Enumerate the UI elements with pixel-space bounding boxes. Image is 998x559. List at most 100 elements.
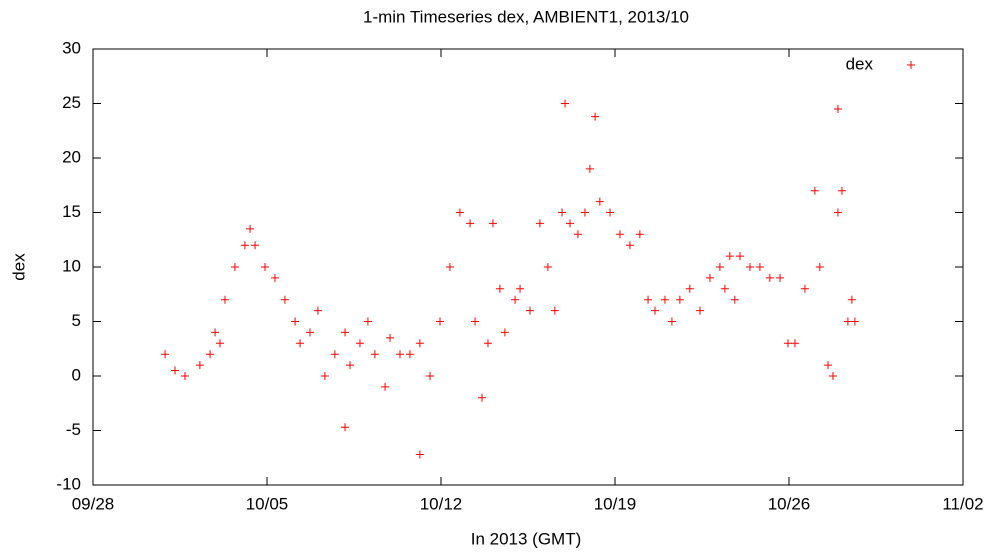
point	[211, 328, 220, 337]
point	[561, 99, 570, 108]
x-tick-label: 10/26	[768, 494, 811, 513]
point	[246, 224, 255, 233]
point	[696, 306, 705, 315]
point	[426, 372, 435, 380]
point	[810, 186, 819, 195]
point	[230, 263, 239, 271]
point	[466, 219, 475, 228]
point	[306, 328, 315, 337]
point	[180, 372, 189, 380]
plot-frame	[92, 48, 964, 486]
point	[171, 366, 180, 375]
y-tick-label: -5	[66, 420, 81, 439]
point	[270, 273, 279, 282]
point	[550, 306, 559, 315]
legend-label: dex	[846, 54, 874, 73]
point	[161, 350, 170, 359]
point	[776, 273, 785, 282]
point	[436, 317, 445, 326]
point	[595, 197, 604, 206]
point	[381, 382, 390, 391]
point	[705, 273, 714, 282]
point	[558, 208, 567, 217]
point	[644, 295, 653, 304]
point	[591, 112, 600, 121]
point	[543, 263, 552, 271]
point	[206, 350, 215, 359]
x-tick-label: 10/19	[594, 494, 637, 513]
x-tick-label: 10/05	[246, 494, 289, 513]
series	[161, 99, 859, 459]
point	[847, 295, 856, 304]
point	[580, 208, 589, 217]
point	[341, 328, 350, 337]
x-axis-label: In 2013 (GMT)	[471, 529, 582, 548]
point	[755, 263, 764, 271]
y-tick-label: 30	[62, 38, 81, 57]
y-tick-label: 0	[72, 365, 81, 384]
point	[815, 263, 824, 271]
point	[291, 317, 300, 326]
point	[500, 328, 509, 337]
y-tick-label: 10	[62, 256, 81, 275]
point	[261, 263, 270, 271]
point	[495, 284, 504, 293]
point	[455, 208, 464, 217]
point	[341, 423, 350, 432]
point	[784, 339, 793, 348]
point	[573, 230, 582, 239]
point	[535, 219, 544, 228]
point	[675, 295, 684, 304]
point	[800, 284, 809, 293]
point	[635, 230, 644, 239]
point	[478, 393, 487, 402]
point	[370, 350, 379, 359]
point	[850, 317, 859, 326]
point	[585, 164, 594, 173]
point	[725, 252, 734, 261]
y-tick-label: 20	[62, 147, 81, 166]
point	[415, 450, 424, 459]
chart-title: 1-min Timeseries dex, AMBIENT1, 2013/10	[363, 7, 689, 26]
point	[511, 295, 520, 304]
point	[355, 339, 364, 348]
point	[330, 350, 339, 359]
point	[660, 295, 669, 304]
point	[320, 372, 329, 380]
point	[525, 306, 534, 315]
point	[280, 295, 289, 304]
point	[296, 339, 305, 348]
point	[395, 350, 404, 359]
point	[346, 361, 355, 370]
point	[837, 186, 846, 195]
point	[606, 208, 615, 217]
point	[667, 317, 676, 326]
point	[745, 263, 754, 271]
point	[220, 295, 229, 304]
y-tick-label: 15	[62, 202, 81, 221]
point	[516, 284, 525, 293]
point	[195, 361, 204, 370]
point	[833, 208, 842, 217]
point	[843, 317, 852, 326]
point	[651, 306, 660, 315]
point	[483, 339, 492, 348]
point	[240, 241, 249, 250]
point	[790, 339, 799, 348]
point	[736, 252, 745, 261]
point	[363, 317, 372, 326]
point	[730, 295, 739, 304]
x-tick-label: 11/02	[942, 494, 983, 513]
point	[828, 372, 837, 380]
y-tick-label: 5	[72, 311, 81, 330]
point	[415, 339, 424, 348]
x-tick-label: 09/28	[72, 494, 115, 513]
point	[824, 361, 833, 370]
point	[471, 317, 480, 326]
y-tick-label: -10	[56, 474, 81, 493]
point	[386, 333, 395, 342]
point	[488, 219, 497, 228]
point	[566, 219, 575, 228]
y-tick-label: 25	[62, 93, 81, 112]
